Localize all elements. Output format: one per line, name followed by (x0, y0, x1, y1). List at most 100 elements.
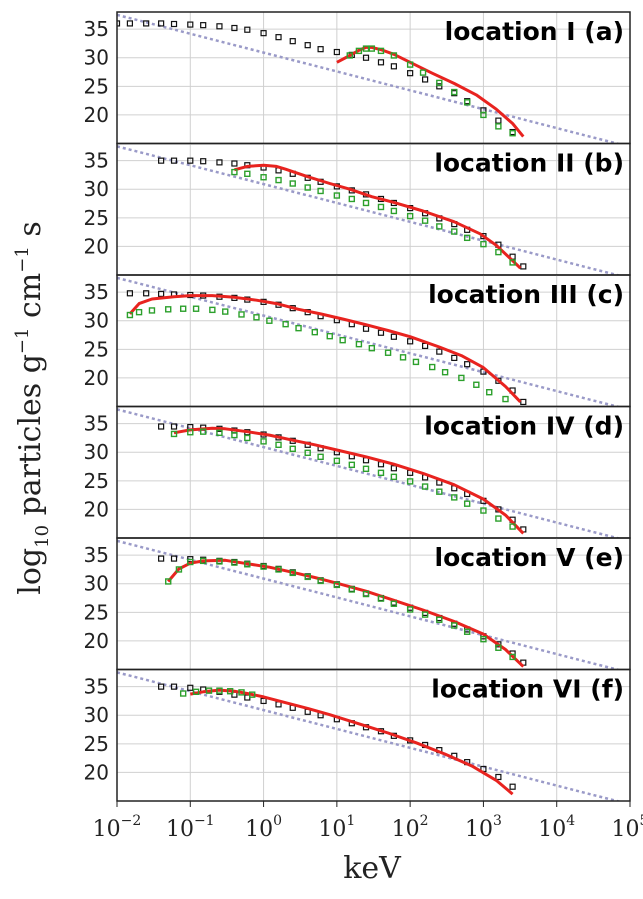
x-tick-label: 102 (392, 813, 429, 842)
y-label-sup1: −1 (12, 328, 33, 355)
black-square-point (187, 684, 194, 691)
panel-2: 35 30 25 20 location II (b) (84, 142, 631, 276)
green-square-point (436, 616, 443, 623)
black-square-point (289, 38, 296, 45)
green-square-point (266, 317, 273, 324)
green-square-point (222, 308, 229, 315)
green-square-point (480, 507, 487, 514)
black-square-point (464, 361, 471, 368)
green-square-point (199, 428, 207, 435)
green-square-point (463, 99, 471, 106)
black-square-point (390, 333, 397, 340)
reference-dotted-line (117, 145, 622, 275)
black-square-point (158, 290, 165, 297)
green-square-point (170, 430, 178, 438)
green-square-point (377, 47, 385, 55)
green-square-point (148, 307, 156, 314)
black-square-point (390, 465, 397, 472)
panel-plot-area (117, 145, 622, 275)
black-square-point (275, 34, 282, 41)
green-square-point (451, 622, 458, 629)
black-square-point (158, 20, 165, 27)
green-square-point (244, 561, 251, 568)
black-square-point (260, 697, 267, 705)
y-tick-label: 25 (84, 732, 109, 756)
green-square-point (502, 395, 509, 403)
panel-plot-area (117, 276, 622, 407)
green-square-point (486, 389, 493, 396)
black-square-point (216, 159, 223, 166)
green-square-point (348, 586, 356, 593)
green-square-point (282, 320, 289, 328)
y-tick-label: 20 (84, 497, 109, 521)
y-label-word1: particles g (13, 354, 48, 525)
green-square-point (436, 488, 443, 495)
black-square-point (436, 83, 443, 90)
y-tick-label: 20 (84, 103, 109, 127)
black-square-point (407, 338, 414, 345)
red-line-series (167, 558, 525, 668)
black-square-point (333, 48, 340, 56)
black-square-point (231, 24, 238, 32)
reference-dotted-line (117, 408, 622, 538)
black-square-point (170, 20, 178, 28)
y-tick-label: 25 (84, 469, 109, 493)
green-square-point (311, 328, 318, 336)
black-square-point (158, 423, 165, 430)
green-square-point (495, 123, 502, 130)
black-square-point (495, 773, 502, 781)
y-tick-label: 35 (84, 675, 109, 699)
green-square-point (463, 234, 471, 242)
y-tick-label: 35 (84, 149, 109, 173)
green-square-point (368, 45, 376, 52)
green-square-point (480, 635, 487, 643)
green-square-point (260, 174, 267, 181)
panel-title: location I (a) (445, 17, 624, 46)
green-square-point (495, 248, 502, 256)
green-square-point (509, 523, 516, 530)
green-square-point (463, 500, 471, 507)
green-square-point (216, 687, 223, 694)
green-square-point (406, 478, 414, 485)
y-label-word3: s (13, 221, 48, 246)
green-square-point (419, 69, 427, 76)
panel-plot-area (117, 408, 622, 538)
y-label-log: log (13, 548, 48, 595)
green-square-point (192, 688, 200, 695)
green-square-point (304, 184, 311, 191)
panel-title: location III (c) (428, 280, 624, 309)
black-square-point (304, 42, 311, 49)
green-square-point (216, 429, 223, 436)
panel-frame (116, 668, 631, 802)
green-square-point (421, 483, 429, 490)
green-square-point (362, 45, 370, 52)
green-square-point (275, 566, 282, 573)
green-square-point (231, 168, 238, 176)
y-tick-label: 25 (84, 600, 109, 624)
y-axis-label: log10 particles g−1 cm−1 s (12, 221, 53, 595)
red-line-series (336, 45, 525, 138)
black-square-point (200, 22, 207, 29)
green-square-point (231, 559, 238, 566)
green-square-point (205, 687, 213, 694)
x-tick-label: 100 (245, 813, 282, 842)
x-tick-label: 103 (465, 813, 502, 842)
green-square-point (209, 306, 216, 314)
red-line-series (190, 688, 514, 796)
red-line-series (173, 426, 525, 535)
green-square-point (339, 336, 346, 344)
green-square-point (377, 203, 385, 211)
green-square-point (412, 358, 420, 366)
reference-dotted-line (117, 539, 622, 670)
black-square-point (244, 26, 251, 33)
green-square-point (509, 653, 516, 661)
green-square-point (495, 644, 502, 651)
green-square-point (289, 180, 296, 187)
x-tick-label: 10−2 (93, 813, 142, 842)
panel-title: location II (b) (434, 149, 624, 178)
black-square-point (317, 46, 324, 53)
green-square-point (355, 47, 363, 55)
black-square-point (158, 555, 165, 562)
green-square-point (244, 170, 251, 178)
green-square-point (348, 195, 356, 203)
